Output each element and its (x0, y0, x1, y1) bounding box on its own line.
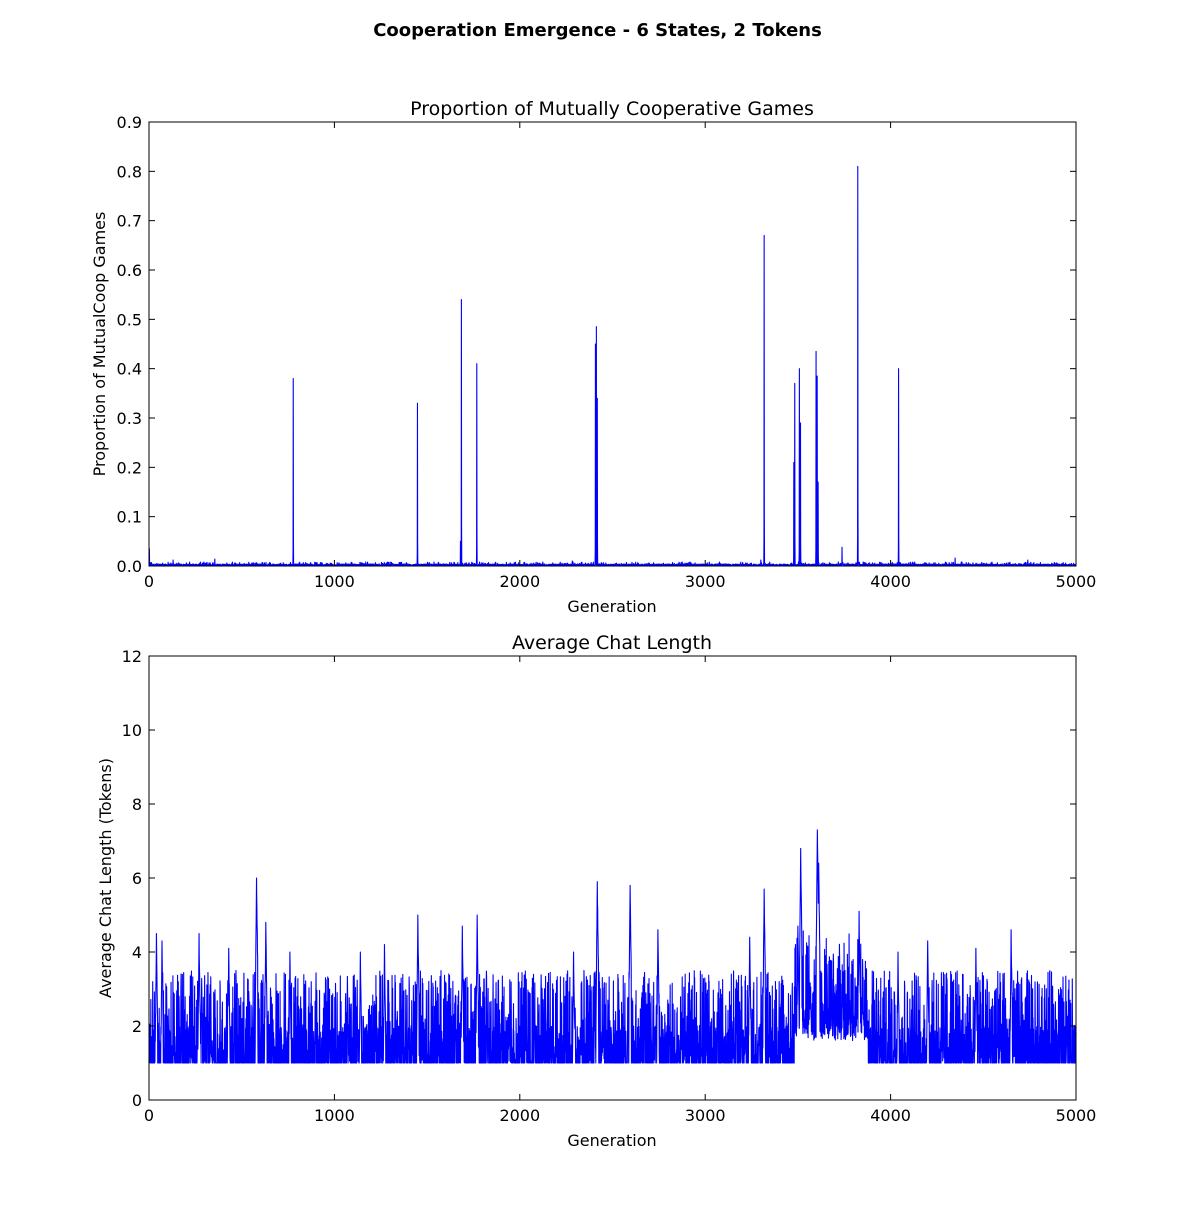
x-tick-label: 4000 (870, 572, 911, 591)
x-tick-label: 4000 (870, 1106, 911, 1125)
top-x-axis-label: Generation (567, 597, 656, 616)
bottom-x-ticks: 0 1000 2000 3000 4000 5000 (144, 656, 1096, 1125)
y-tick-label: 0.2 (117, 458, 142, 477)
x-tick-label: 0 (144, 572, 154, 591)
x-tick-label: 2000 (499, 1106, 540, 1125)
figure-suptitle: Cooperation Emergence - 6 States, 2 Toke… (373, 20, 822, 41)
y-tick-label: 0.8 (117, 162, 142, 181)
x-tick-label: 2000 (499, 572, 540, 591)
y-tick-label: 12 (122, 647, 142, 666)
x-tick-label: 3000 (685, 572, 726, 591)
bottom-axes: Average Chat Length 0 1000 2000 3000 4000 500… (96, 632, 1096, 1150)
y-tick-label: 0.6 (117, 261, 142, 280)
y-tick-label: 6 (132, 869, 142, 888)
top-y-axis-label: Proportion of MutualCoop Games (90, 212, 109, 477)
top-plot-frame (148, 121, 1077, 567)
y-tick-label: 0.4 (117, 360, 142, 379)
y-tick-label: 0.3 (117, 409, 142, 428)
x-tick-label: 1000 (314, 572, 355, 591)
y-tick-label: 0.1 (117, 508, 142, 527)
y-tick-label: 0.5 (117, 310, 142, 329)
top-y-ticks: 0.0 0.1 0.2 0.3 0.4 0.5 0.6 0.7 0.8 0.9 (117, 113, 1076, 576)
x-tick-label: 0 (144, 1106, 154, 1125)
y-tick-label: 2 (132, 1017, 142, 1036)
bottom-series-line (148, 829, 1077, 1064)
x-tick-label: 5000 (1056, 1106, 1097, 1125)
top-series-line (148, 165, 1077, 567)
bottom-x-axis-label: Generation (567, 1131, 656, 1150)
y-tick-label: 0.9 (117, 113, 142, 132)
top-axes: Proportion of Mutually Cooperative Games… (90, 98, 1096, 616)
y-tick-label: 10 (122, 721, 142, 740)
y-tick-label: 4 (132, 943, 142, 962)
y-tick-label: 0.7 (117, 212, 142, 231)
y-tick-label: 0 (132, 1091, 142, 1110)
bottom-y-axis-label: Average Chat Length (Tokens) (96, 758, 115, 998)
bottom-chart-title: Average Chat Length (512, 632, 712, 654)
top-x-ticks: 0 1000 2000 3000 4000 5000 (144, 122, 1096, 591)
bottom-y-ticks: 0 2 4 6 8 10 12 (122, 647, 1076, 1110)
x-tick-label: 3000 (685, 1106, 726, 1125)
x-tick-label: 1000 (314, 1106, 355, 1125)
x-tick-label: 5000 (1056, 572, 1097, 591)
y-tick-label: 8 (132, 795, 142, 814)
y-tick-label: 0.0 (117, 557, 142, 576)
top-chart-title: Proportion of Mutually Cooperative Games (410, 98, 814, 120)
